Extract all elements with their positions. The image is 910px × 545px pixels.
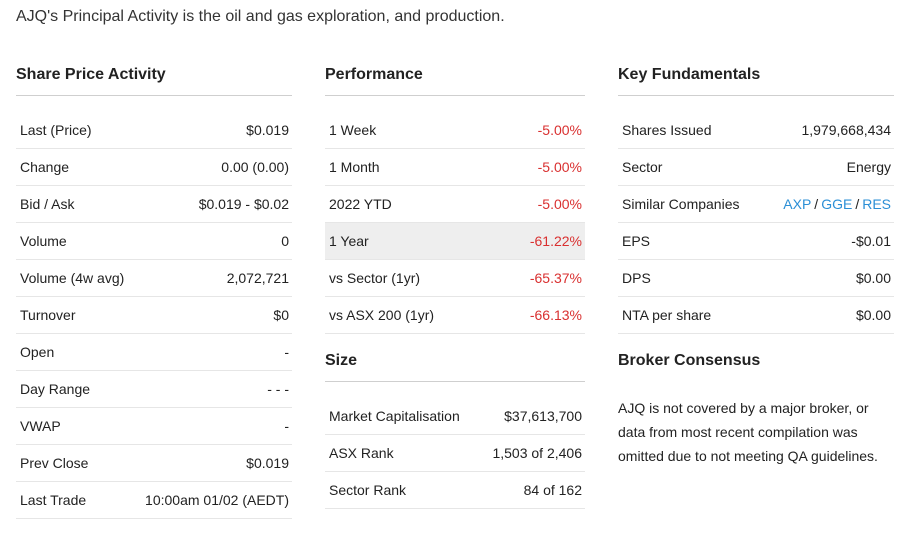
row-label: Similar Companies [622,196,740,212]
performance-table: 1 Week -5.00% 1 Month -5.00% 2022 YTD -5.00… [325,112,585,334]
table-row: vs Sector (1yr) -65.37% [325,260,585,297]
row-value: 1,979,668,434 [801,122,891,138]
row-label: EPS [622,233,651,249]
broker-consensus-panel: Broker Consensus AJQ is not covered by a… [618,352,894,468]
key-fundamentals-heading: Key Fundamentals [618,66,894,96]
table-row: Last Trade 10:00am 01/02 (AEDT) [16,482,292,519]
row-value: 0.00 (0.00) [221,159,289,175]
row-label: Open [20,344,55,360]
row-label: ASX Rank [329,445,394,461]
row-value: -65.37% [529,270,582,286]
table-row: Sector Rank 84 of 162 [325,472,585,509]
row-value: - - - [267,381,289,397]
table-row: Sector Energy [618,149,894,186]
company-description: AJQ's Principal Activity is the oil and … [16,8,505,25]
row-value: -66.13% [529,307,582,323]
fundamentals-table: Shares Issued 1,979,668,434 Sector Energy … [618,112,894,334]
size-table: Market Capitalisation $37,613,700 ASX Ran… [325,398,585,509]
row-value: -$0.01 [851,233,891,249]
row-value: $0.019 [246,122,289,138]
table-row: Last (Price) $0.019 [16,112,292,149]
row-label: Sector [622,159,663,175]
row-label: Bid / Ask [20,196,75,212]
row-label: Market Capitalisation [329,408,460,424]
table-row: 2022 YTD -5.00% [325,186,585,223]
row-label: vs ASX 200 (1yr) [329,307,435,323]
link-separator: / [814,196,819,212]
row-value: -5.00% [537,159,582,175]
table-row: VWAP - [16,408,292,445]
table-row: Day Range - - - [16,371,292,408]
row-value: $37,613,700 [504,408,582,424]
table-row: EPS -$0.01 [618,223,894,260]
row-value: -5.00% [537,122,582,138]
row-label: Volume [20,233,67,249]
share-price-activity-panel: Share Price Activity Last (Price) $0.019 … [16,66,292,519]
table-row: vs ASX 200 (1yr) -66.13% [325,297,585,334]
link-separator: / [855,196,860,212]
table-row: Volume (4w avg) 2,072,721 [16,260,292,297]
row-label: VWAP [20,418,61,434]
row-value: - [284,344,289,360]
size-panel: Size Market Capitalisation $37,613,700 AS… [325,352,585,509]
row-label: Sector Rank [329,482,407,498]
similar-company-link-gge[interactable]: GGE [821,196,853,212]
broker-consensus-text: AJQ is not covered by a major broker, or… [618,400,878,464]
row-label: Prev Close [20,455,89,471]
table-row: 1 Week -5.00% [325,112,585,149]
row-value: 2,072,721 [226,270,289,286]
table-row: Shares Issued 1,979,668,434 [618,112,894,149]
share-price-activity-heading: Share Price Activity [16,66,292,96]
row-value: $0.00 [855,307,891,323]
row-value: 10:00am 01/02 (AEDT) [145,492,289,508]
row-label: Change [20,159,70,175]
row-label: Last Trade [20,492,87,508]
row-value: $0 [273,307,289,323]
row-label: Last (Price) [20,122,92,138]
row-value: 0 [281,233,289,249]
row-value: -61.22% [529,233,582,249]
row-value: $0.019 [246,455,289,471]
similar-companies-links: AXP / GGE / RES [783,196,891,212]
row-value: $0.019 - $0.02 [198,196,289,212]
row-value: $0.00 [855,270,891,286]
row-label: NTA per share [622,307,712,323]
key-fundamentals-panel: Key Fundamentals Shares Issued 1,979,668,… [618,66,894,468]
table-row: Open - [16,334,292,371]
row-value: Energy [846,159,891,175]
table-row: NTA per share $0.00 [618,297,894,334]
performance-panel: Performance 1 Week -5.00% 1 Month -5.00% 2… [325,66,585,509]
table-row: Change 0.00 (0.00) [16,149,292,186]
row-label: 1 Month [329,159,380,175]
row-label: 1 Year [329,233,369,249]
share-price-table: Last (Price) $0.019 Change 0.00 (0.00) Bid… [16,112,292,519]
table-row: Similar Companies AXP / GGE / RES [618,186,894,223]
table-row: Prev Close $0.019 [16,445,292,482]
table-row: Market Capitalisation $37,613,700 [325,398,585,435]
table-row: Volume 0 [16,223,292,260]
size-heading: Size [325,352,585,382]
row-label: Turnover [20,307,76,323]
row-label: 1 Week [329,122,377,138]
row-value: - [284,418,289,434]
row-value: 84 of 162 [523,482,582,498]
table-row: 1 Month -5.00% [325,149,585,186]
similar-company-link-res[interactable]: RES [862,196,891,212]
table-row: Turnover $0 [16,297,292,334]
row-label: Day Range [20,381,91,397]
performance-heading: Performance [325,66,585,96]
table-row: ASX Rank 1,503 of 2,406 [325,435,585,472]
row-label: Shares Issued [622,122,712,138]
row-label: DPS [622,270,651,286]
row-value: -5.00% [537,196,582,212]
row-label: 2022 YTD [329,196,392,212]
table-row-highlighted: 1 Year -61.22% [325,223,585,260]
table-row: Bid / Ask $0.019 - $0.02 [16,186,292,223]
broker-consensus-heading: Broker Consensus [618,352,761,369]
row-label: Volume (4w avg) [20,270,125,286]
row-value: 1,503 of 2,406 [492,445,582,461]
row-label: vs Sector (1yr) [329,270,421,286]
table-row: DPS $0.00 [618,260,894,297]
similar-company-link-axp[interactable]: AXP [783,196,812,212]
